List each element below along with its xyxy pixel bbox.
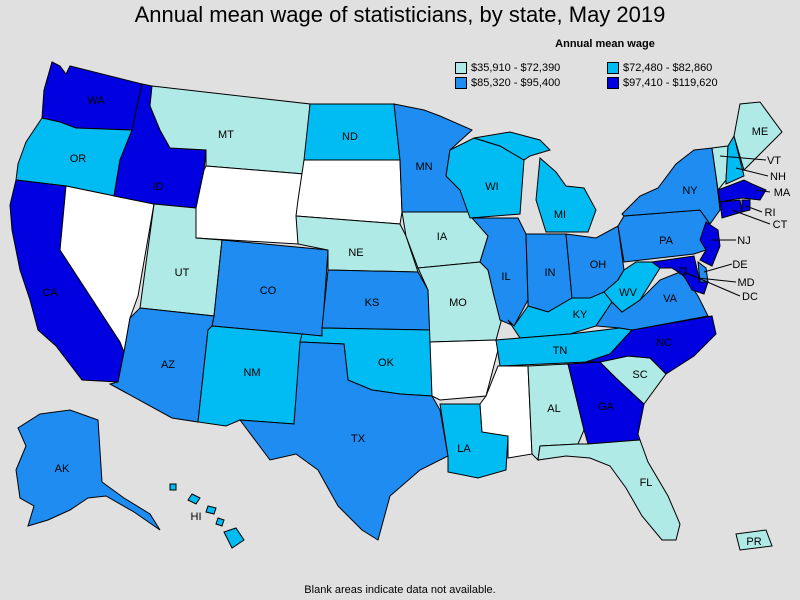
state-DC bbox=[679, 267, 687, 275]
label-ME: ME bbox=[752, 126, 769, 138]
label-MI: MI bbox=[554, 209, 566, 221]
label-ND: ND bbox=[342, 131, 358, 143]
label-MO: MO bbox=[449, 297, 467, 309]
label-VT: VT bbox=[767, 155, 781, 167]
label-WA: WA bbox=[87, 95, 105, 107]
leader-lines bbox=[683, 155, 771, 297]
state-CT bbox=[719, 199, 743, 219]
label-PA: PA bbox=[659, 235, 674, 247]
label-DE: DE bbox=[732, 259, 747, 271]
state-HI-2 bbox=[169, 483, 225, 527]
label-OK: OK bbox=[378, 357, 395, 369]
legend-swatch bbox=[607, 62, 619, 74]
label-MN: MN bbox=[415, 161, 432, 173]
legend-title: Annual mean wage bbox=[555, 38, 655, 50]
label-IA: IA bbox=[437, 231, 448, 243]
state-TX bbox=[238, 341, 449, 541]
label-WI: WI bbox=[485, 181, 498, 193]
label-NY: NY bbox=[682, 185, 698, 197]
state-NY bbox=[621, 147, 721, 225]
label-IL: IL bbox=[501, 271, 510, 283]
legend-swatch bbox=[455, 62, 467, 74]
legend-swatch bbox=[455, 77, 467, 89]
label-MD: MD bbox=[737, 277, 754, 289]
state-VT bbox=[711, 145, 729, 192]
label-OH: OH bbox=[590, 259, 607, 271]
map-title: Annual mean wage of statisticians, by st… bbox=[134, 2, 666, 27]
legend-swatch bbox=[607, 77, 619, 89]
legend-item: $97,410 - $119,620 bbox=[607, 77, 777, 89]
label-IN: IN bbox=[545, 267, 556, 279]
label-CA: CA bbox=[42, 287, 58, 299]
legend-label: $72,480 - $82,860 bbox=[623, 62, 713, 74]
state-AZ bbox=[108, 307, 215, 423]
state-SD bbox=[295, 159, 403, 225]
label-RI: RI bbox=[765, 207, 776, 219]
label-TN: TN bbox=[553, 345, 568, 357]
legend-item: $35,910 - $72,390 bbox=[455, 62, 607, 74]
state-IL bbox=[470, 217, 529, 327]
state-AK bbox=[15, 409, 161, 531]
label-TX: TX bbox=[351, 433, 366, 445]
label-SC: SC bbox=[632, 369, 647, 381]
label-DC: DC bbox=[742, 291, 758, 303]
state-HI bbox=[223, 527, 245, 549]
label-FL: FL bbox=[640, 477, 653, 489]
label-MA: MA bbox=[774, 187, 791, 199]
state-MD bbox=[650, 255, 709, 295]
label-NH: NH bbox=[770, 171, 786, 183]
label-MT: MT bbox=[218, 129, 234, 141]
legend-item: $72,480 - $82,860 bbox=[607, 62, 777, 74]
state-NH bbox=[725, 134, 745, 185]
footnote: Blank areas indicate data not available. bbox=[304, 584, 496, 596]
label-HI: HI bbox=[191, 511, 202, 523]
label-PR: PR bbox=[746, 536, 761, 548]
label-OR: OR bbox=[70, 153, 87, 165]
label-NC: NC bbox=[656, 337, 672, 349]
label-AZ: AZ bbox=[161, 359, 175, 371]
label-UT: UT bbox=[175, 267, 190, 279]
label-VA: VA bbox=[663, 293, 678, 305]
label-WV: WV bbox=[619, 287, 637, 299]
state-NC bbox=[585, 315, 717, 375]
state-MI bbox=[535, 156, 597, 233]
state-MA bbox=[717, 179, 767, 203]
legend-label: $35,910 - $72,390 bbox=[471, 62, 561, 74]
label-ID: ID bbox=[153, 181, 164, 193]
label-NM: NM bbox=[243, 367, 260, 379]
label-NE: NE bbox=[348, 247, 363, 259]
label-CO: CO bbox=[260, 285, 277, 297]
legend-item: $85,320 - $95,400 bbox=[455, 77, 607, 89]
label-KS: KS bbox=[365, 297, 380, 309]
state-MI-UP bbox=[473, 131, 551, 161]
label-KY: KY bbox=[573, 309, 588, 321]
label-LA: LA bbox=[457, 443, 471, 455]
state-NJ bbox=[699, 221, 721, 267]
state-FL bbox=[537, 439, 681, 541]
legend-label: $97,410 - $119,620 bbox=[623, 77, 718, 89]
label-AL: AL bbox=[547, 403, 560, 415]
legend-label: $85,320 - $95,400 bbox=[471, 77, 561, 89]
legend: Annual mean wage $35,910 - $72,390 $72,4… bbox=[455, 38, 785, 89]
label-NJ: NJ bbox=[737, 235, 750, 247]
label-CT: CT bbox=[773, 219, 788, 231]
label-GA: GA bbox=[598, 401, 615, 413]
territory-PR bbox=[735, 529, 773, 551]
label-AK: AK bbox=[55, 463, 70, 475]
state-WY bbox=[195, 165, 305, 245]
